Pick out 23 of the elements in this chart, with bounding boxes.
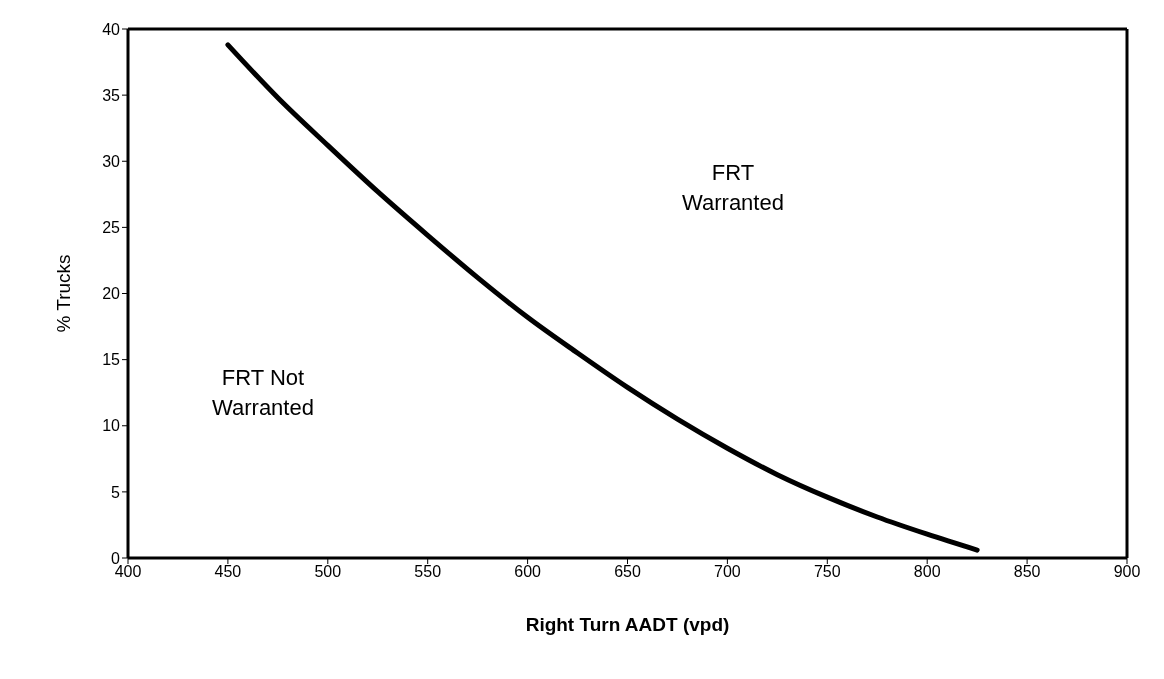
x-axis-title: Right Turn AADT (vpd) bbox=[525, 614, 730, 636]
x-tick-label: 850 bbox=[1013, 563, 1041, 581]
annotation: FRT Warranted bbox=[681, 159, 785, 217]
y-tick-label: 25 bbox=[102, 219, 121, 237]
x-tick-label: 600 bbox=[514, 563, 542, 581]
x-tick-label: 450 bbox=[214, 563, 242, 581]
x-tick-label: 700 bbox=[714, 563, 741, 581]
y-axis-title: % Trucks bbox=[52, 254, 74, 333]
x-tick-label: 550 bbox=[414, 563, 442, 581]
y-tick-label: 5 bbox=[111, 483, 121, 501]
y-tick-label: 15 bbox=[102, 351, 121, 369]
x-tick-label: 750 bbox=[813, 563, 841, 581]
annotation: FRT Not Warranted bbox=[211, 364, 315, 422]
y-tick-label: 35 bbox=[102, 86, 121, 104]
x-tick-label: 500 bbox=[314, 563, 342, 581]
y-tick-label: 40 bbox=[102, 20, 121, 38]
x-tick-label: 900 bbox=[1113, 563, 1141, 581]
y-tick-label: 20 bbox=[102, 285, 121, 303]
y-tick-label: 30 bbox=[102, 152, 121, 170]
x-tick-label: 400 bbox=[114, 563, 142, 581]
x-tick-label: 650 bbox=[614, 563, 641, 581]
y-tick-label: 10 bbox=[102, 417, 121, 435]
x-tick-label: 800 bbox=[913, 563, 941, 581]
